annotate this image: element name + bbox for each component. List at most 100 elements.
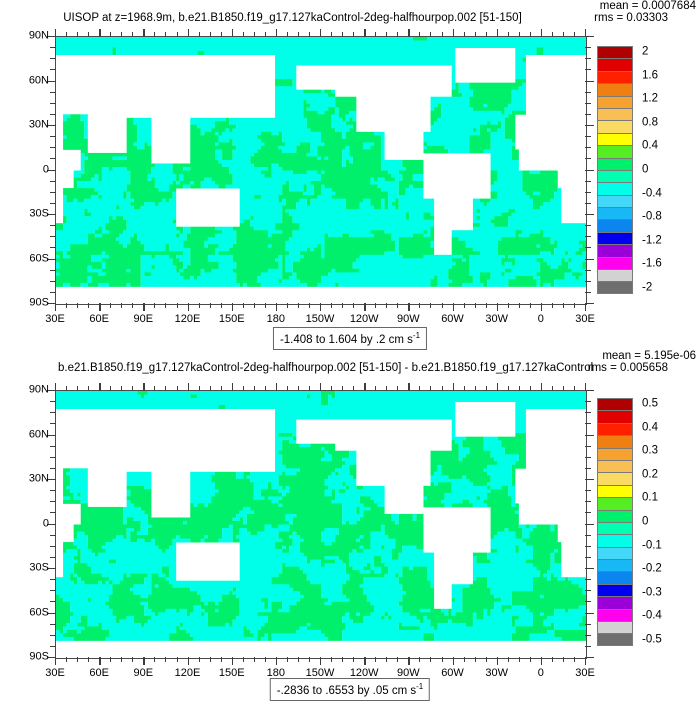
x-minor-tick [309,303,310,308]
y-minor-tick [50,545,56,547]
y-minor-tick [50,467,56,469]
x-minor-tick [474,32,476,37]
x-minor-tick [441,303,443,308]
y-minor-tick [50,225,56,227]
y-major-tick [47,479,56,481]
colorbar-swatch [597,157,633,170]
x-minor-tick [562,657,564,662]
x-major-tick [320,29,322,37]
x-minor-tick [286,657,288,662]
y-minor-tick [50,490,56,492]
x-minor-tick [386,32,388,37]
colorbar-swatch [597,269,633,282]
x-axis-label: 150E [218,667,245,679]
x-minor-tick [375,303,377,308]
x-minor-tick [264,32,266,37]
x-minor-tick [331,657,332,662]
x-axis-label: 90W [396,667,420,679]
x-axis-label: 60W [441,313,464,325]
x-minor-tick [242,657,244,662]
x-major-tick [585,29,587,37]
colorbar-swatch [597,83,633,96]
x-minor-tick [88,303,90,308]
panel-2-caption: -.2836 to .6553 by .05 cm s-1 [269,678,431,701]
y-axis-label: 0 [42,163,49,175]
colorbar-swatch [597,497,633,510]
x-minor-tick [154,386,156,391]
x-minor-tick [198,32,200,37]
colorbar-swatch [597,596,633,609]
map-panel-1: UISOP at z=1968.9m, b.e21.B1850.f19_g17.… [0,0,700,350]
colorbar-swatch [597,633,633,646]
y-minor-tick [585,102,591,104]
panel-1-caption: -1.408 to 1.604 by .2 cm s-1 [272,327,428,350]
x-minor-tick [154,303,156,308]
x-major-tick [55,383,57,391]
y-minor-tick [50,534,56,536]
x-minor-tick [518,386,520,391]
x-minor-tick [386,386,388,391]
y-minor-tick [585,69,591,71]
x-minor-tick [529,386,531,391]
y-minor-tick [50,634,56,636]
y-axis-label: 60S [29,252,49,264]
x-axis-label: 150W [305,667,335,679]
x-minor-tick [88,386,90,391]
x-axis-label: 120E [174,313,201,325]
panel-2-caption-text: -.2836 to .6553 by .05 cm s [276,684,417,697]
colorbar-tick-label: 1.2 [642,92,658,105]
x-minor-tick [518,303,520,308]
x-minor-tick [463,303,465,308]
colorbar-swatch [597,256,633,270]
x-major-tick [99,383,101,391]
x-major-tick [99,657,101,665]
x-major-tick [408,29,410,37]
panel-2-colorbar[interactable] [597,398,633,646]
colorbar-swatch [597,58,633,71]
panel-2-title: b.e21.B1850.f19_g17.127kaControl-2deg-ha… [58,362,594,374]
x-minor-tick [297,303,299,308]
x-minor-tick [121,657,123,662]
panel-1-colorbar[interactable] [597,46,633,294]
colorbar-tick-label: -1.2 [642,234,662,247]
x-minor-tick [430,657,432,662]
y-major-tick [585,479,594,481]
x-major-tick [585,383,587,391]
x-major-tick [187,303,189,311]
y-minor-tick [50,579,56,581]
x-minor-tick [529,657,531,662]
y-minor-tick [50,69,56,71]
x-axis-label: 30E [575,667,595,679]
y-major-tick [47,390,56,392]
x-major-tick [540,303,543,311]
x-minor-tick [88,657,90,662]
colorbar-swatch [597,621,633,634]
x-minor-tick [309,386,310,391]
x-minor-tick [485,303,487,308]
panel-1-plot-area[interactable] [55,36,587,305]
x-minor-tick [309,657,310,662]
x-axis-label: 90E [133,667,154,679]
x-axis-label: 30W [485,313,508,325]
x-minor-tick [562,32,564,37]
x-minor-tick [507,386,509,391]
x-major-tick [496,29,499,37]
y-major-tick [47,568,56,570]
x-axis-label: 90E [133,313,154,325]
x-minor-tick [353,657,355,662]
panel-2-plot-area[interactable] [55,390,587,659]
y-minor-tick [585,291,591,293]
x-minor-tick [507,303,509,308]
x-major-tick [99,303,101,311]
y-major-tick [585,390,594,392]
colorbar-swatch [597,244,633,257]
colorbar-swatch [597,145,633,158]
y-axis-label: 60N [28,74,49,86]
x-minor-tick [154,32,156,37]
x-minor-tick [419,657,421,662]
x-minor-tick [529,32,531,37]
colorbar-swatch [597,472,633,485]
x-minor-tick [77,303,79,308]
colorbar-tick-label: -0.2 [642,562,662,575]
y-major-tick [47,169,56,171]
